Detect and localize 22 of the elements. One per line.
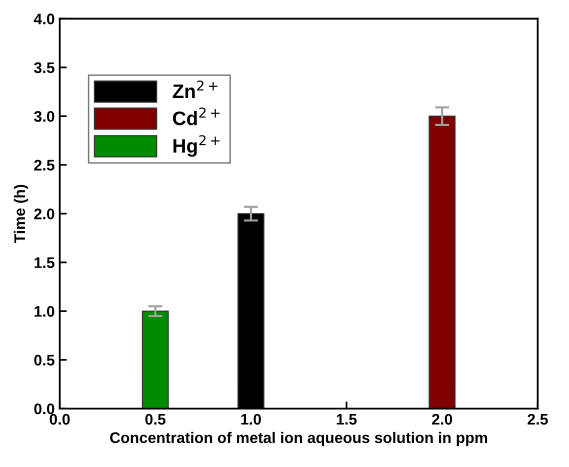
legend-label: Zn$^{2+}$ [172, 80, 218, 98]
x-tick-label: 1.5 [336, 414, 357, 425]
x-tick-label: 2.5 [528, 414, 548, 425]
bar [428, 116, 456, 409]
y-axis-title: Time (h) [14, 184, 28, 244]
x-tick-label: 1.0 [241, 414, 261, 425]
x-tick-label: 0.0 [50, 414, 70, 425]
x-tick-label: 0.5 [145, 414, 166, 425]
legend-label: Cd$^{2+}$ [172, 107, 220, 126]
y-tick-label: 1.5 [34, 257, 54, 268]
y-tick-label: 0.0 [34, 403, 54, 414]
y-tick-label: 2.5 [34, 160, 54, 171]
y-tick-label: 1.0 [34, 306, 54, 317]
y-tick-label: 4.0 [34, 14, 54, 24]
y-tick-label: 3.0 [34, 111, 54, 122]
y-tick-label: 2.0 [34, 208, 54, 220]
y-tick-label: 0.5 [34, 354, 54, 366]
legend-label: Hg$^{2+}$ [173, 135, 220, 157]
bar [142, 310, 169, 409]
y-tick-label: 3.5 [34, 62, 54, 74]
x-tick-label: 2.0 [432, 414, 452, 425]
x-axis-title: Concentration of metal ion aqueous solution in ppm [110, 432, 488, 446]
